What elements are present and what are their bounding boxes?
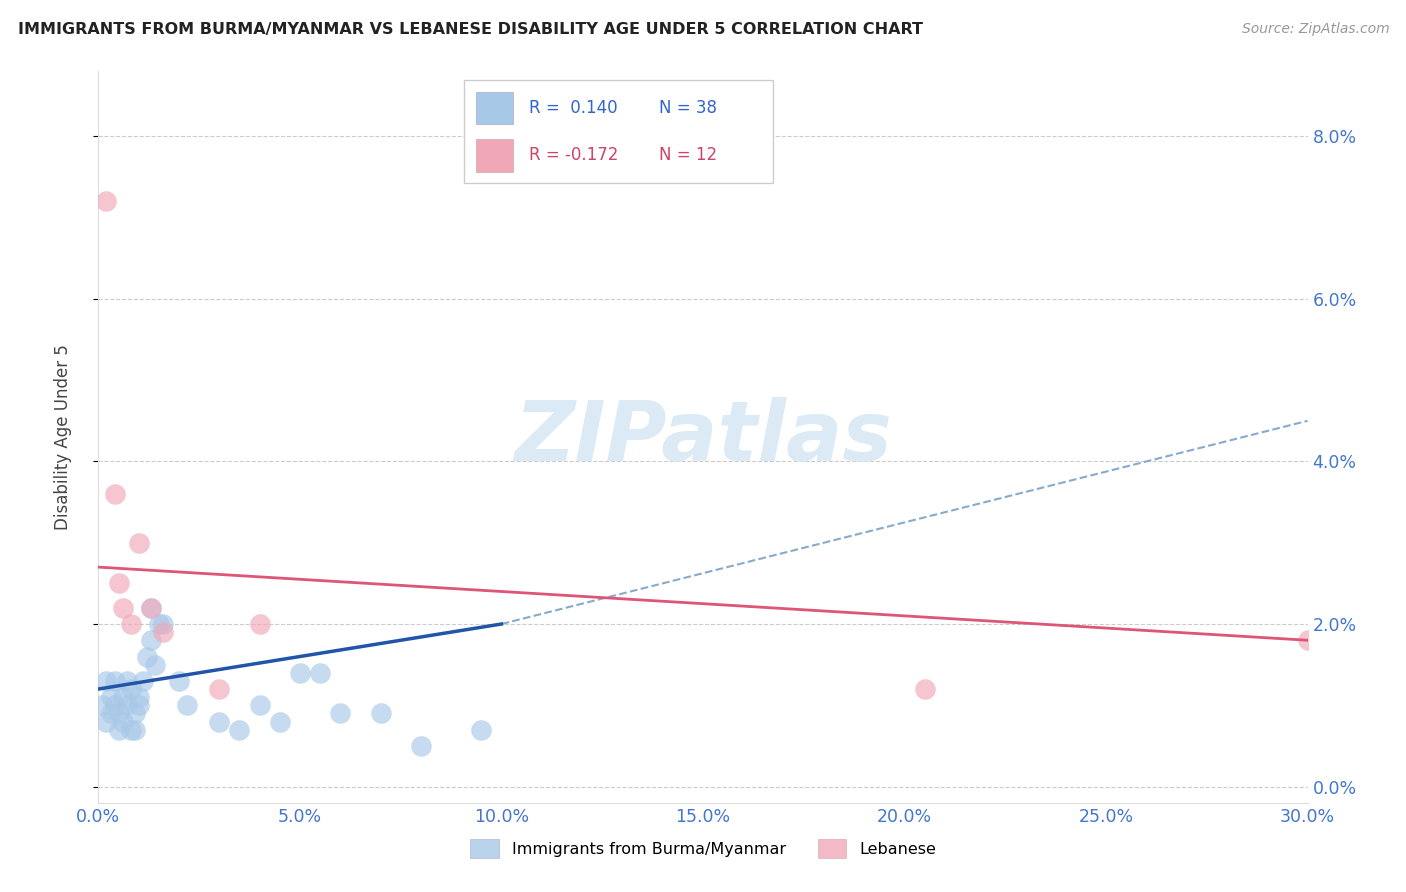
Point: [107, 576, 129, 591]
Y-axis label: Disability Age Under 5: Disability Age Under 5: [53, 344, 72, 530]
Point: [107, 706, 129, 721]
Point: [128, 535, 150, 549]
Point: [103, 698, 125, 713]
Point: [132, 673, 155, 688]
Point: [139, 600, 162, 615]
Point: [115, 673, 138, 688]
Text: N = 38: N = 38: [659, 99, 717, 117]
Text: Source: ZipAtlas.com: Source: ZipAtlas.com: [1241, 22, 1389, 37]
Point: [370, 706, 392, 721]
Point: [96, 194, 118, 209]
Point: [143, 657, 166, 672]
Point: [1296, 633, 1319, 648]
Point: [329, 706, 352, 721]
Text: R =  0.140: R = 0.140: [529, 99, 617, 117]
Point: [96, 673, 118, 688]
Point: [409, 739, 432, 753]
Point: [148, 617, 170, 632]
Point: [111, 690, 134, 705]
Point: [167, 673, 190, 688]
Point: [111, 600, 134, 615]
Point: [288, 665, 311, 680]
Point: [139, 633, 162, 648]
Text: N = 12: N = 12: [659, 146, 717, 164]
Point: [152, 617, 174, 632]
Point: [107, 723, 129, 737]
Point: [152, 625, 174, 640]
Point: [228, 723, 250, 737]
Text: ZIPatlas: ZIPatlas: [515, 397, 891, 477]
Point: [96, 714, 118, 729]
Text: R = -0.172: R = -0.172: [529, 146, 619, 164]
Point: [115, 698, 138, 713]
Point: [269, 714, 291, 729]
Text: IMMIGRANTS FROM BURMA/MYANMAR VS LEBANESE DISABILITY AGE UNDER 5 CORRELATION CHA: IMMIGRANTS FROM BURMA/MYANMAR VS LEBANES…: [18, 22, 924, 37]
Point: [100, 706, 122, 721]
Point: [124, 706, 146, 721]
Point: [914, 681, 936, 696]
Point: [103, 487, 125, 501]
Point: [139, 600, 162, 615]
Point: [249, 617, 271, 632]
Legend: Immigrants from Burma/Myanmar, Lebanese: Immigrants from Burma/Myanmar, Lebanese: [464, 833, 942, 864]
Point: [309, 665, 332, 680]
FancyBboxPatch shape: [477, 92, 513, 124]
Point: [120, 617, 142, 632]
Point: [120, 723, 142, 737]
Point: [135, 649, 157, 664]
Point: [176, 698, 198, 713]
Point: [103, 673, 125, 688]
FancyBboxPatch shape: [477, 139, 513, 171]
Point: [208, 681, 231, 696]
Point: [100, 690, 122, 705]
Point: [470, 723, 492, 737]
Point: [128, 690, 150, 705]
Point: [128, 698, 150, 713]
Point: [91, 698, 114, 713]
Point: [124, 723, 146, 737]
Point: [111, 714, 134, 729]
Point: [249, 698, 271, 713]
FancyBboxPatch shape: [464, 80, 773, 183]
Point: [120, 681, 142, 696]
Point: [208, 714, 231, 729]
